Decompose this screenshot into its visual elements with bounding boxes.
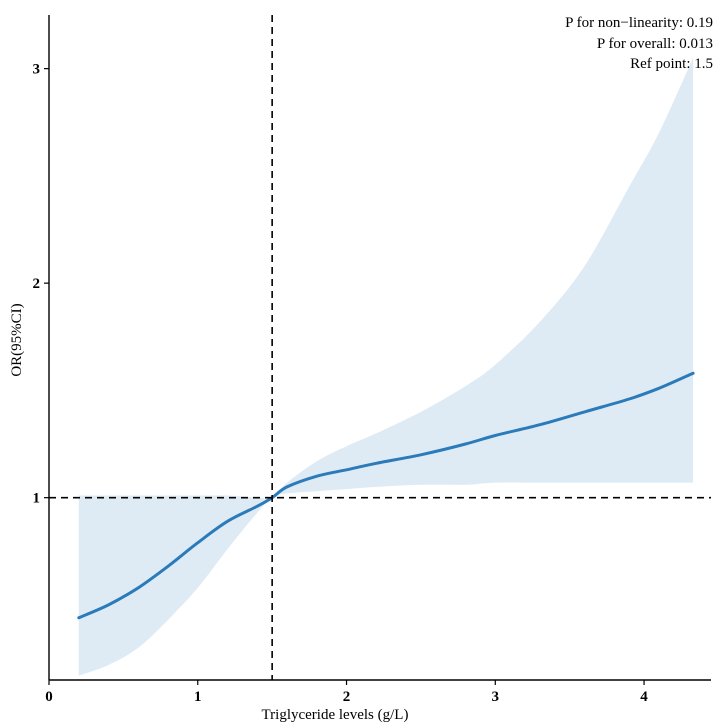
annotation-ref-point: Ref point: 1.5	[630, 56, 713, 72]
x-axis-label: Triglyceride levels (g/L)	[262, 707, 409, 723]
x-tick-label: 1	[194, 689, 202, 705]
annotation-block: P for non−linearity: 0.19 P for overall:…	[565, 15, 713, 72]
x-tick-label: 4	[640, 689, 648, 705]
annotation-nonlinearity: P for non−linearity: 0.19	[565, 15, 713, 31]
axes: 0 1 2 3 4 1 2 3	[33, 15, 711, 705]
y-tick-label: 1	[33, 491, 41, 507]
curve-layer	[77, 371, 695, 620]
y-tick-label: 2	[33, 276, 41, 292]
y-tick-label: 3	[33, 62, 41, 78]
x-tick-label: 3	[492, 689, 500, 705]
x-tick-label: 2	[343, 689, 351, 705]
annotation-overall: P for overall: 0.013	[597, 36, 713, 52]
or-curve	[77, 371, 695, 620]
confidence-band-layer	[78, 57, 694, 676]
reference-lines	[49, 15, 711, 680]
y-axis-label: OR(95%CI)	[9, 303, 25, 376]
x-tick-label: 0	[45, 689, 53, 705]
confidence-band	[78, 57, 694, 676]
